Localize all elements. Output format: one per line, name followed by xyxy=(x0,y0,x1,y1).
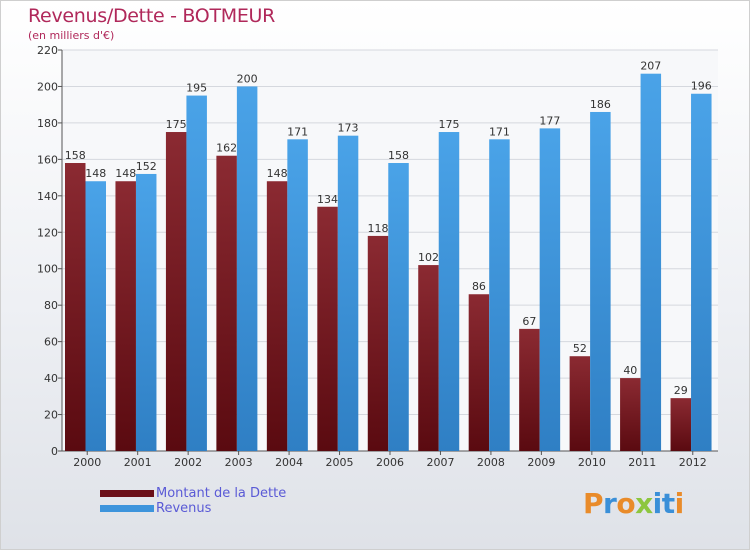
bar-dette xyxy=(367,235,389,451)
bar-dette xyxy=(165,132,187,452)
y-tick-label: 120 xyxy=(37,226,58,239)
bar-dette xyxy=(519,328,540,451)
logo-letter: i xyxy=(652,487,663,520)
legend-label-dette: Montant de la Dette xyxy=(156,486,287,501)
data-label-dette: 158 xyxy=(65,149,86,162)
data-label-revenus: 196 xyxy=(691,80,712,93)
y-tick-label: 0 xyxy=(51,445,58,458)
data-label-revenus: 148 xyxy=(85,167,106,180)
y-tick-label: 80 xyxy=(44,299,58,312)
x-tick-label: 2000 xyxy=(73,456,101,469)
bar-dette xyxy=(317,206,338,451)
x-tick-label: 2011 xyxy=(628,456,656,469)
bar-revenus xyxy=(337,135,359,451)
y-tick-label: 40 xyxy=(44,372,58,385)
bar-dette xyxy=(670,398,692,451)
bar-revenus xyxy=(489,139,510,451)
x-tick-label: 2012 xyxy=(679,456,707,469)
bar-dette xyxy=(266,181,288,451)
x-tick-label: 2001 xyxy=(124,456,152,469)
bar-revenus xyxy=(590,111,611,452)
bar-dette xyxy=(115,181,136,451)
bar-revenus xyxy=(539,128,561,452)
data-label-dette: 102 xyxy=(418,251,439,264)
data-label-revenus: 171 xyxy=(287,125,308,138)
y-tick-label: 220 xyxy=(37,44,58,57)
bar-revenus xyxy=(135,173,157,452)
bar-revenus xyxy=(85,181,106,451)
bar-revenus xyxy=(236,86,258,452)
data-label-dette: 175 xyxy=(166,118,187,131)
y-tick-label: 20 xyxy=(44,409,58,422)
y-tick-label: 180 xyxy=(37,117,58,130)
bar-dette xyxy=(468,294,490,451)
x-tick-label: 2006 xyxy=(376,456,404,469)
data-label-dette: 67 xyxy=(522,315,536,328)
data-label-dette: 118 xyxy=(368,222,389,235)
data-label-dette: 52 xyxy=(573,342,587,355)
logo-letter: t xyxy=(661,487,675,520)
data-label-dette: 40 xyxy=(623,364,637,377)
data-label-revenus: 158 xyxy=(388,149,409,162)
data-label-revenus: 200 xyxy=(237,72,258,85)
x-tick-label: 2009 xyxy=(527,456,555,469)
bar-revenus xyxy=(691,93,712,451)
logo-letter: x xyxy=(635,487,653,520)
proxiti-logo: Proxiti xyxy=(583,487,684,520)
x-tick-label: 2002 xyxy=(174,456,202,469)
x-tick-label: 2007 xyxy=(426,456,454,469)
data-label-dette: 86 xyxy=(472,280,486,293)
data-label-revenus: 186 xyxy=(590,98,611,111)
logo-letter: r xyxy=(603,487,617,520)
chart-title: Revenus/Dette - BOTMEUR xyxy=(28,5,276,27)
data-label-revenus: 207 xyxy=(640,60,661,73)
data-label-revenus: 173 xyxy=(338,122,359,135)
chart-subtitle: (en milliers d'€) xyxy=(28,29,115,42)
y-tick-label: 200 xyxy=(37,80,58,93)
x-tick-label: 2008 xyxy=(477,456,505,469)
x-tick-label: 2004 xyxy=(275,456,303,469)
data-label-dette: 162 xyxy=(216,142,237,155)
legend-item-revenus: Revenus xyxy=(100,501,286,516)
data-label-dette: 148 xyxy=(267,167,288,180)
bar-revenus xyxy=(287,139,308,451)
legend: Montant de la Dette Revenus xyxy=(100,486,286,516)
data-label-dette: 29 xyxy=(674,384,688,397)
y-tick-label: 100 xyxy=(37,263,58,276)
bar-revenus xyxy=(186,95,207,452)
legend-item-dette: Montant de la Dette xyxy=(100,486,286,501)
bar-dette xyxy=(216,155,237,451)
bar-dette xyxy=(620,378,641,451)
legend-swatch-dette xyxy=(100,490,154,497)
logo-letter: P xyxy=(583,487,604,520)
y-tick-label: 60 xyxy=(44,336,58,349)
bar-dette xyxy=(569,356,591,451)
logo-letter: i xyxy=(674,487,685,520)
y-tick-label: 140 xyxy=(37,190,58,203)
bar-revenus xyxy=(640,73,662,451)
bar-dette xyxy=(418,265,439,451)
bar-revenus xyxy=(438,132,460,452)
legend-label-revenus: Revenus xyxy=(156,501,212,516)
data-label-revenus: 175 xyxy=(438,118,459,131)
data-label-revenus: 195 xyxy=(186,82,207,95)
data-label-revenus: 171 xyxy=(489,125,510,138)
legend-swatch-revenus xyxy=(100,505,154,512)
x-tick-label: 2005 xyxy=(326,456,354,469)
bar-dette xyxy=(65,163,86,451)
data-label-revenus: 152 xyxy=(136,160,157,173)
data-label-revenus: 177 xyxy=(539,114,560,127)
data-label-dette: 148 xyxy=(115,167,136,180)
logo-letter: o xyxy=(616,487,636,520)
y-tick-label: 160 xyxy=(37,153,58,166)
bar-revenus xyxy=(388,163,409,451)
data-label-dette: 134 xyxy=(317,193,338,206)
x-tick-label: 2003 xyxy=(225,456,253,469)
x-tick-label: 2010 xyxy=(578,456,606,469)
